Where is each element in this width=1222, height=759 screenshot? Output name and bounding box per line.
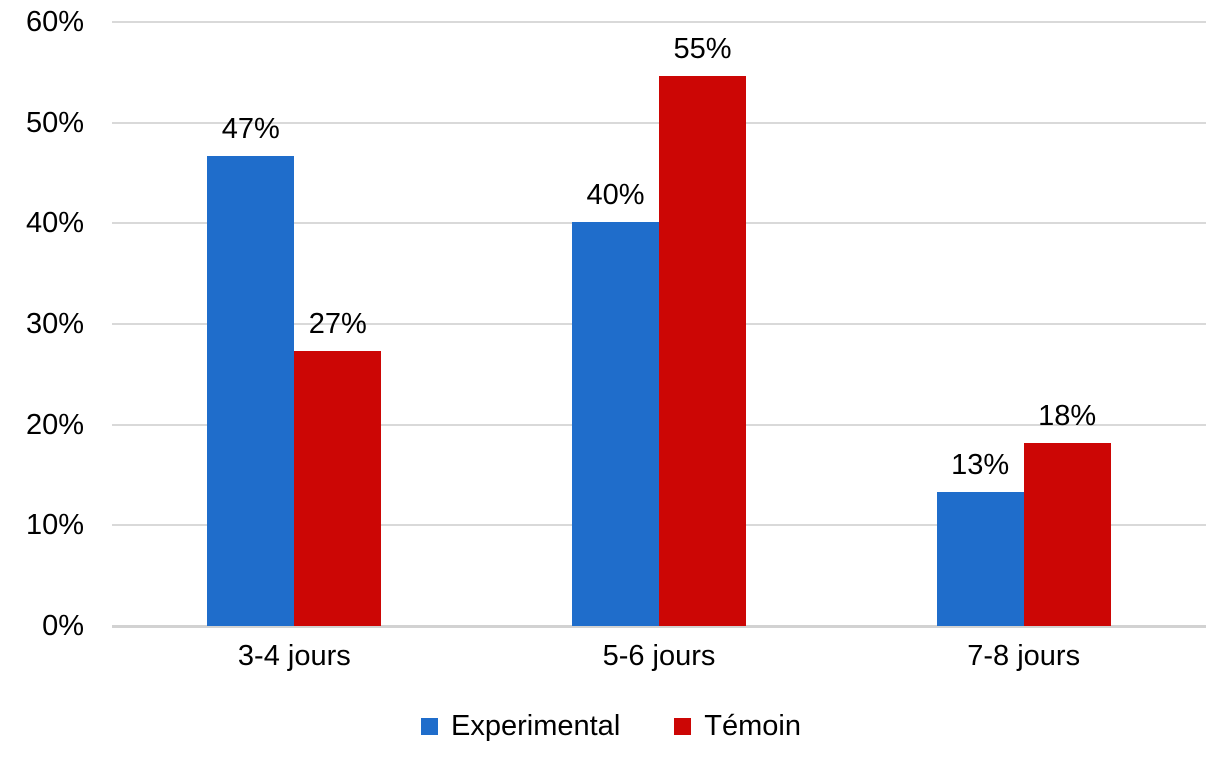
y-tick-label: 0%: [42, 610, 84, 642]
bar-value-label: 40%: [586, 179, 645, 212]
bar-value-label: 47%: [221, 112, 280, 145]
legend: Experimental Témoin: [0, 708, 1222, 744]
bar-value-label: 18%: [1038, 399, 1097, 432]
y-tick-label: 60%: [25, 6, 84, 38]
bar-value-label: 27%: [308, 308, 367, 341]
legend-label: Experimental: [451, 710, 621, 742]
category-label: 3-4 jours: [237, 640, 351, 672]
category-label: 5-6 jours: [602, 640, 716, 672]
bar-value-label: 13%: [951, 449, 1010, 482]
bar-témoin-7-8-jours: [1023, 442, 1111, 626]
y-tick-label: 20%: [25, 408, 84, 441]
legend-label: Témoin: [704, 710, 801, 742]
x-axis-baseline: [112, 624, 1206, 628]
bar-experimental-7-8-jours: [936, 492, 1024, 626]
y-tick-label: 10%: [25, 509, 84, 542]
legend-item-témoin: Témoin: [674, 708, 801, 744]
bar-experimental-5-6-jours: [572, 222, 659, 626]
legend-swatch-icon: [421, 717, 439, 735]
gridline: [112, 21, 1206, 23]
category-label: 7-8 jours: [967, 640, 1081, 672]
bar-témoin-3-4-jours: [294, 351, 382, 626]
bar-témoin-5-6-jours: [659, 76, 746, 626]
legend-item-experimental: Experimental: [421, 708, 620, 744]
plot-area: 47% 27% 40% 55% 13% 18%: [112, 21, 1206, 628]
y-tick-label: 50%: [25, 106, 84, 139]
y-tick-label: 30%: [25, 308, 84, 340]
bar-experimental-3-4-jours: [207, 155, 295, 626]
legend-swatch-icon: [674, 717, 692, 735]
bar-value-label: 55%: [673, 33, 732, 66]
y-tick-label: 40%: [25, 207, 84, 240]
